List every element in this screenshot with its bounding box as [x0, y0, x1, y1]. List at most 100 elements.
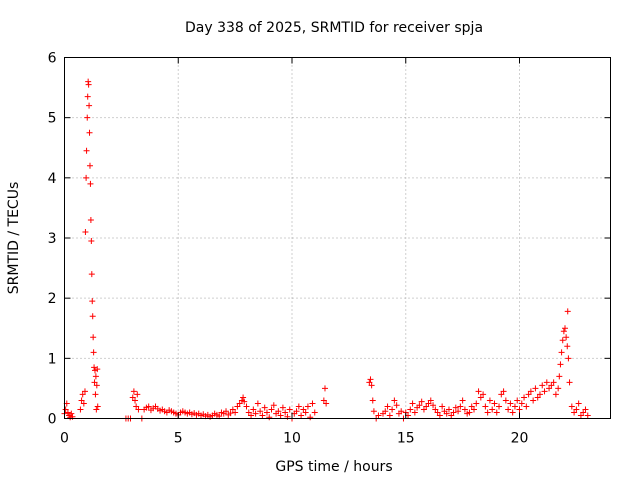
data-point [466, 409, 473, 416]
data-point [480, 391, 487, 398]
data-point [565, 355, 572, 362]
data-point [386, 412, 393, 419]
data-point [580, 409, 587, 416]
data-point [521, 394, 528, 401]
data-point [279, 404, 286, 411]
data-point [133, 403, 140, 410]
data-point [311, 409, 318, 416]
data-point [548, 382, 555, 389]
data-point [461, 406, 468, 413]
data-point [532, 385, 539, 392]
data-point [366, 379, 373, 386]
data-point [86, 162, 93, 169]
data-point [393, 402, 400, 409]
data-point [450, 409, 457, 416]
data-point [571, 409, 578, 416]
data-point [425, 400, 432, 407]
data-point [259, 412, 266, 419]
data-point [94, 366, 101, 373]
data-point [452, 404, 459, 411]
data-point [62, 406, 69, 413]
data-point [430, 402, 437, 409]
data-point [498, 391, 505, 398]
data-point [418, 398, 425, 405]
data-point [241, 398, 248, 405]
x-tick-label: 20 [511, 431, 529, 447]
data-point [94, 403, 101, 410]
data-point [473, 400, 480, 407]
y-tick-label: 1 [48, 351, 57, 367]
x-axis-title: GPS time / hours [275, 459, 392, 475]
data-point [471, 406, 477, 413]
data-point [93, 406, 100, 413]
data-point [64, 409, 71, 416]
data-point [505, 406, 512, 413]
data-point [448, 412, 455, 419]
data-point [129, 394, 136, 401]
data-point [527, 388, 534, 395]
data-point [132, 397, 139, 404]
data-point [145, 403, 152, 410]
data-point [236, 400, 243, 407]
data-point [293, 408, 300, 415]
data-point [91, 364, 98, 371]
data-point [92, 373, 99, 380]
data-point [270, 402, 277, 409]
data-point [307, 414, 314, 421]
data-point [423, 403, 430, 410]
data-point [250, 406, 257, 413]
data-point [304, 403, 311, 410]
data-point [245, 409, 252, 416]
data-point [232, 409, 239, 416]
data-point [295, 403, 302, 410]
data-point [455, 408, 462, 415]
data-point [320, 397, 327, 404]
x-tick-label: 0 [60, 431, 69, 447]
data-point [275, 408, 282, 415]
data-point [536, 391, 543, 398]
data-point [582, 406, 589, 413]
data-point [286, 406, 293, 413]
x-tick-label: 5 [174, 431, 183, 447]
data-point [443, 410, 450, 417]
data-point [577, 412, 584, 419]
data-point [77, 406, 84, 413]
data-point [560, 328, 567, 335]
data-point [257, 408, 264, 415]
y-tick-label: 4 [48, 171, 57, 187]
data-point [409, 400, 416, 407]
data-point [88, 271, 95, 278]
data-point [384, 403, 391, 410]
data-point [375, 412, 382, 419]
data-point [229, 406, 236, 413]
data-point [407, 406, 414, 413]
data-point [368, 382, 375, 389]
data-point [436, 412, 443, 419]
data-point [500, 388, 507, 395]
data-point [78, 397, 85, 404]
data-point [300, 406, 307, 413]
data-point [496, 403, 503, 410]
data-point [263, 409, 270, 416]
y-tick-label: 0 [48, 412, 57, 428]
data-point [550, 379, 557, 386]
data-point [83, 174, 90, 181]
data-point [475, 388, 482, 395]
data-point [81, 388, 88, 395]
data-point [566, 379, 573, 386]
data-point [514, 397, 521, 404]
data-point [564, 343, 571, 350]
y-tick-label: 5 [48, 111, 57, 127]
data-point [90, 334, 97, 341]
data-point [546, 385, 553, 392]
data-point [468, 403, 475, 410]
data-point [268, 406, 275, 413]
x-tick-label: 10 [283, 431, 301, 447]
data-point [530, 397, 537, 404]
data-point [252, 410, 259, 417]
data-point [427, 397, 434, 404]
data-point [541, 388, 548, 395]
data-point [85, 81, 92, 88]
data-point [539, 382, 546, 389]
